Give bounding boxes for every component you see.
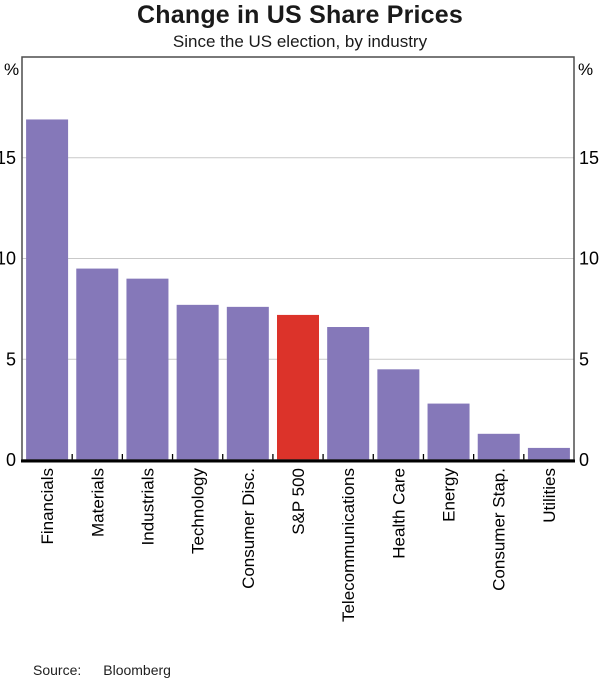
x-category-label-telecommunications: Telecommunications	[339, 468, 358, 622]
y-axis-unit-left: %	[4, 60, 19, 79]
y-tick-label-right-10: 10	[579, 249, 599, 269]
source-label: Source:	[33, 662, 82, 678]
y-axis-unit-right: %	[578, 60, 593, 79]
x-category-label-technology: Technology	[189, 468, 208, 555]
bar-chart-plot: 0 0 5 5 10 10 15 15% % Financials Materials Industr…	[0, 56, 599, 622]
x-category-label-materials: Materials	[88, 468, 107, 537]
bar-technology	[176, 304, 219, 460]
x-category-label-financials: Financials	[38, 468, 57, 545]
y-tick-label-left-5: 5	[6, 349, 16, 369]
y-tick-label-right-5: 5	[579, 349, 589, 369]
source-value: Bloomberg	[103, 662, 171, 678]
source-line: Source: Bloomberg	[33, 662, 171, 678]
y-tick-label-left-15: 15	[0, 148, 16, 168]
bar-telecommunications	[327, 327, 370, 460]
bar-s-p-500	[277, 314, 319, 460]
x-category-label-energy: Energy	[440, 468, 459, 522]
bar-utilities	[527, 447, 570, 460]
bar-health-care	[377, 369, 420, 460]
y-tick-label-right-0: 0	[579, 450, 589, 470]
x-category-label-consumer-disc: Consumer Disc.	[239, 468, 258, 589]
bar-materials	[76, 268, 119, 460]
y-tick-label-right-15: 15	[579, 148, 599, 168]
x-category-label-consumer-stap: Consumer Stap.	[490, 468, 509, 591]
bar-financials	[26, 119, 69, 460]
x-category-label-utilities: Utilities	[540, 468, 559, 523]
x-category-label-s-p-500: S&P 500	[289, 468, 308, 535]
x-category-label-industrials: Industrials	[138, 468, 157, 545]
chart-title: Change in US Share Prices	[137, 1, 463, 29]
y-tick-label-left-0: 0	[6, 450, 16, 470]
x-category-label-health-care: Health Care	[389, 468, 408, 559]
bar-consumer-stap	[477, 433, 520, 460]
bar-energy	[427, 403, 470, 460]
bar-industrials	[126, 278, 169, 460]
chart-subtitle: Since the US election, by industry	[172, 32, 428, 51]
y-tick-label-left-10: 10	[0, 249, 16, 269]
bar-consumer-disc	[226, 306, 269, 460]
